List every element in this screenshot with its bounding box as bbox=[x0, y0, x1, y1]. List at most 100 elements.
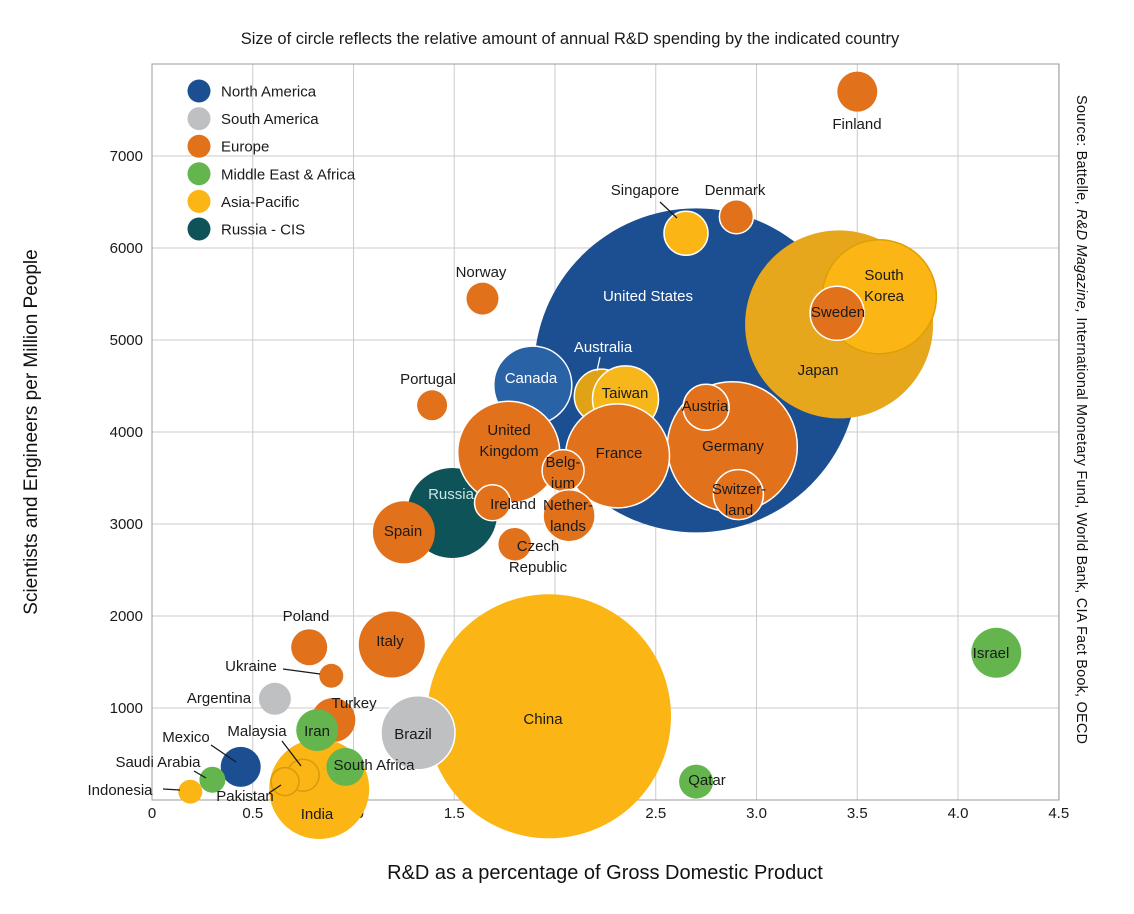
bubble-finland bbox=[837, 71, 878, 112]
legend-label-north-america: North America bbox=[221, 84, 317, 101]
label-portugal: Portugal bbox=[400, 371, 456, 388]
label-switzerland: Switzer-land bbox=[712, 481, 766, 519]
label-ireland: Ireland bbox=[490, 496, 536, 513]
legend-label-russia-cis: Russia - CIS bbox=[221, 222, 305, 239]
x-tick-3.5: 3.5 bbox=[847, 805, 868, 822]
x-tick-2.5: 2.5 bbox=[645, 805, 666, 822]
chart-title: Size of circle reflects the relative amo… bbox=[241, 30, 900, 48]
bubble-indonesia bbox=[178, 779, 203, 804]
y-tick-2000: 2000 bbox=[110, 608, 143, 625]
y-tick-3000: 3000 bbox=[110, 516, 143, 533]
bubble-israel bbox=[971, 627, 1022, 678]
legend-swatch-asia-pacific bbox=[187, 189, 211, 213]
leader-australia bbox=[596, 356, 601, 372]
bubble-poland bbox=[291, 629, 328, 666]
bubble-spain bbox=[372, 501, 435, 564]
label-turkey: Turkey bbox=[331, 695, 377, 712]
label-denmark: Denmark bbox=[705, 182, 766, 199]
y-tick-5000: 5000 bbox=[110, 332, 143, 349]
bubble-ukraine bbox=[319, 663, 344, 688]
label-united-kingdom: United Kingdom bbox=[479, 422, 538, 460]
leader-mexico bbox=[210, 744, 237, 763]
label-indonesia: Indonesia bbox=[87, 782, 153, 799]
bubble-portugal bbox=[417, 390, 448, 421]
bubble-denmark bbox=[718, 198, 755, 235]
x-tick-0: 0 bbox=[148, 805, 156, 822]
label-france: France bbox=[596, 445, 643, 462]
x-tick-3.0: 3.0 bbox=[746, 805, 767, 822]
legend-swatch-south-america bbox=[187, 107, 211, 131]
label-poland: Poland bbox=[283, 608, 330, 625]
legend-swatch-north-america bbox=[187, 79, 211, 103]
label-germany: Germany bbox=[702, 438, 764, 455]
label-pakistan: Pakistan bbox=[216, 788, 274, 805]
y-tick-1000: 1000 bbox=[110, 700, 143, 717]
label-norway: Norway bbox=[456, 264, 507, 281]
label-belgium: Belg-ium bbox=[545, 454, 580, 492]
label-taiwan: Taiwan bbox=[602, 385, 649, 402]
label-japan: Japan bbox=[798, 362, 839, 379]
bubble-pakistan bbox=[270, 766, 300, 797]
x-tick-0.5: 0.5 bbox=[242, 805, 263, 822]
source-note: Source: Battelle, R&D Magazine, Internat… bbox=[1073, 95, 1089, 744]
leader-singapore bbox=[659, 201, 678, 219]
y-tick-6000: 6000 bbox=[110, 240, 143, 257]
leader-indonesia bbox=[162, 788, 181, 791]
x-tick-4.0: 4.0 bbox=[948, 805, 969, 822]
label-united-states: United States bbox=[603, 288, 693, 305]
label-netherlands: Nether-lands bbox=[543, 497, 593, 535]
y-tick-7000: 7000 bbox=[110, 148, 143, 165]
bubble-ireland bbox=[473, 484, 512, 522]
bubble-south-africa bbox=[326, 747, 365, 786]
bubble-china bbox=[427, 594, 671, 839]
legend-label-asia-pacific: Asia-Pacific bbox=[221, 194, 300, 211]
bubble-iran bbox=[296, 709, 339, 752]
legend-swatch-europe bbox=[187, 134, 211, 158]
bubble-singapore bbox=[663, 210, 709, 257]
label-australia: Australia bbox=[574, 339, 633, 356]
y-tick-4000: 4000 bbox=[110, 424, 143, 441]
label-austria: Austria bbox=[682, 398, 729, 415]
bubble-norway bbox=[466, 282, 499, 315]
label-russia: Russia bbox=[428, 486, 475, 503]
label-canada: Canada bbox=[505, 370, 558, 387]
leader-malaysia bbox=[281, 740, 302, 767]
label-spain: Spain bbox=[384, 523, 422, 540]
x-tick-4.5: 4.5 bbox=[1048, 805, 1069, 822]
x-tick-1.5: 1.5 bbox=[444, 805, 465, 822]
leader-ukraine bbox=[282, 668, 321, 675]
legend-label-south-america: South America bbox=[221, 111, 319, 128]
label-india: India bbox=[301, 806, 334, 823]
bubble-sweden bbox=[809, 285, 865, 342]
bubble-brazil bbox=[380, 695, 456, 771]
leader-saudi-arabia bbox=[193, 770, 207, 779]
bubble-czech-republic bbox=[496, 526, 533, 562]
legend-label-middle-east-africa: Middle East & Africa bbox=[221, 166, 356, 183]
bubble-qatar bbox=[679, 764, 714, 799]
label-brazil: Brazil bbox=[394, 726, 432, 743]
legend-swatch-middle-east-africa bbox=[187, 162, 211, 186]
bubble-netherlands bbox=[542, 488, 596, 543]
bubble-switzerland bbox=[712, 468, 765, 521]
label-mexico: Mexico bbox=[162, 729, 210, 746]
bubble-argentina bbox=[258, 682, 291, 715]
label-qatar: Qatar bbox=[688, 772, 726, 789]
leader-pakistan bbox=[268, 784, 282, 794]
legend: North America South America Europe Middle E… bbox=[187, 79, 356, 241]
label-argentina: Argentina bbox=[187, 690, 252, 707]
label-ukraine: Ukraine bbox=[225, 658, 277, 675]
label-south-korea: South Korea bbox=[864, 267, 905, 305]
label-finland: Finland bbox=[832, 116, 881, 133]
label-singapore: Singapore bbox=[611, 182, 679, 199]
legend-swatch-russia-cis bbox=[187, 217, 211, 241]
label-israel: Israel bbox=[973, 645, 1010, 662]
y-axis-title: Scientists and Engineers per Million Peo… bbox=[21, 249, 42, 614]
bubble-italy bbox=[358, 611, 425, 678]
label-italy: Italy bbox=[376, 633, 404, 650]
label-saudi-arabia: Saudi Arabia bbox=[115, 754, 201, 771]
x-axis-title: R&D as a percentage of Gross Domestic Pr… bbox=[387, 862, 823, 884]
bubble-austria bbox=[682, 383, 730, 431]
bubble-mexico bbox=[220, 746, 261, 787]
